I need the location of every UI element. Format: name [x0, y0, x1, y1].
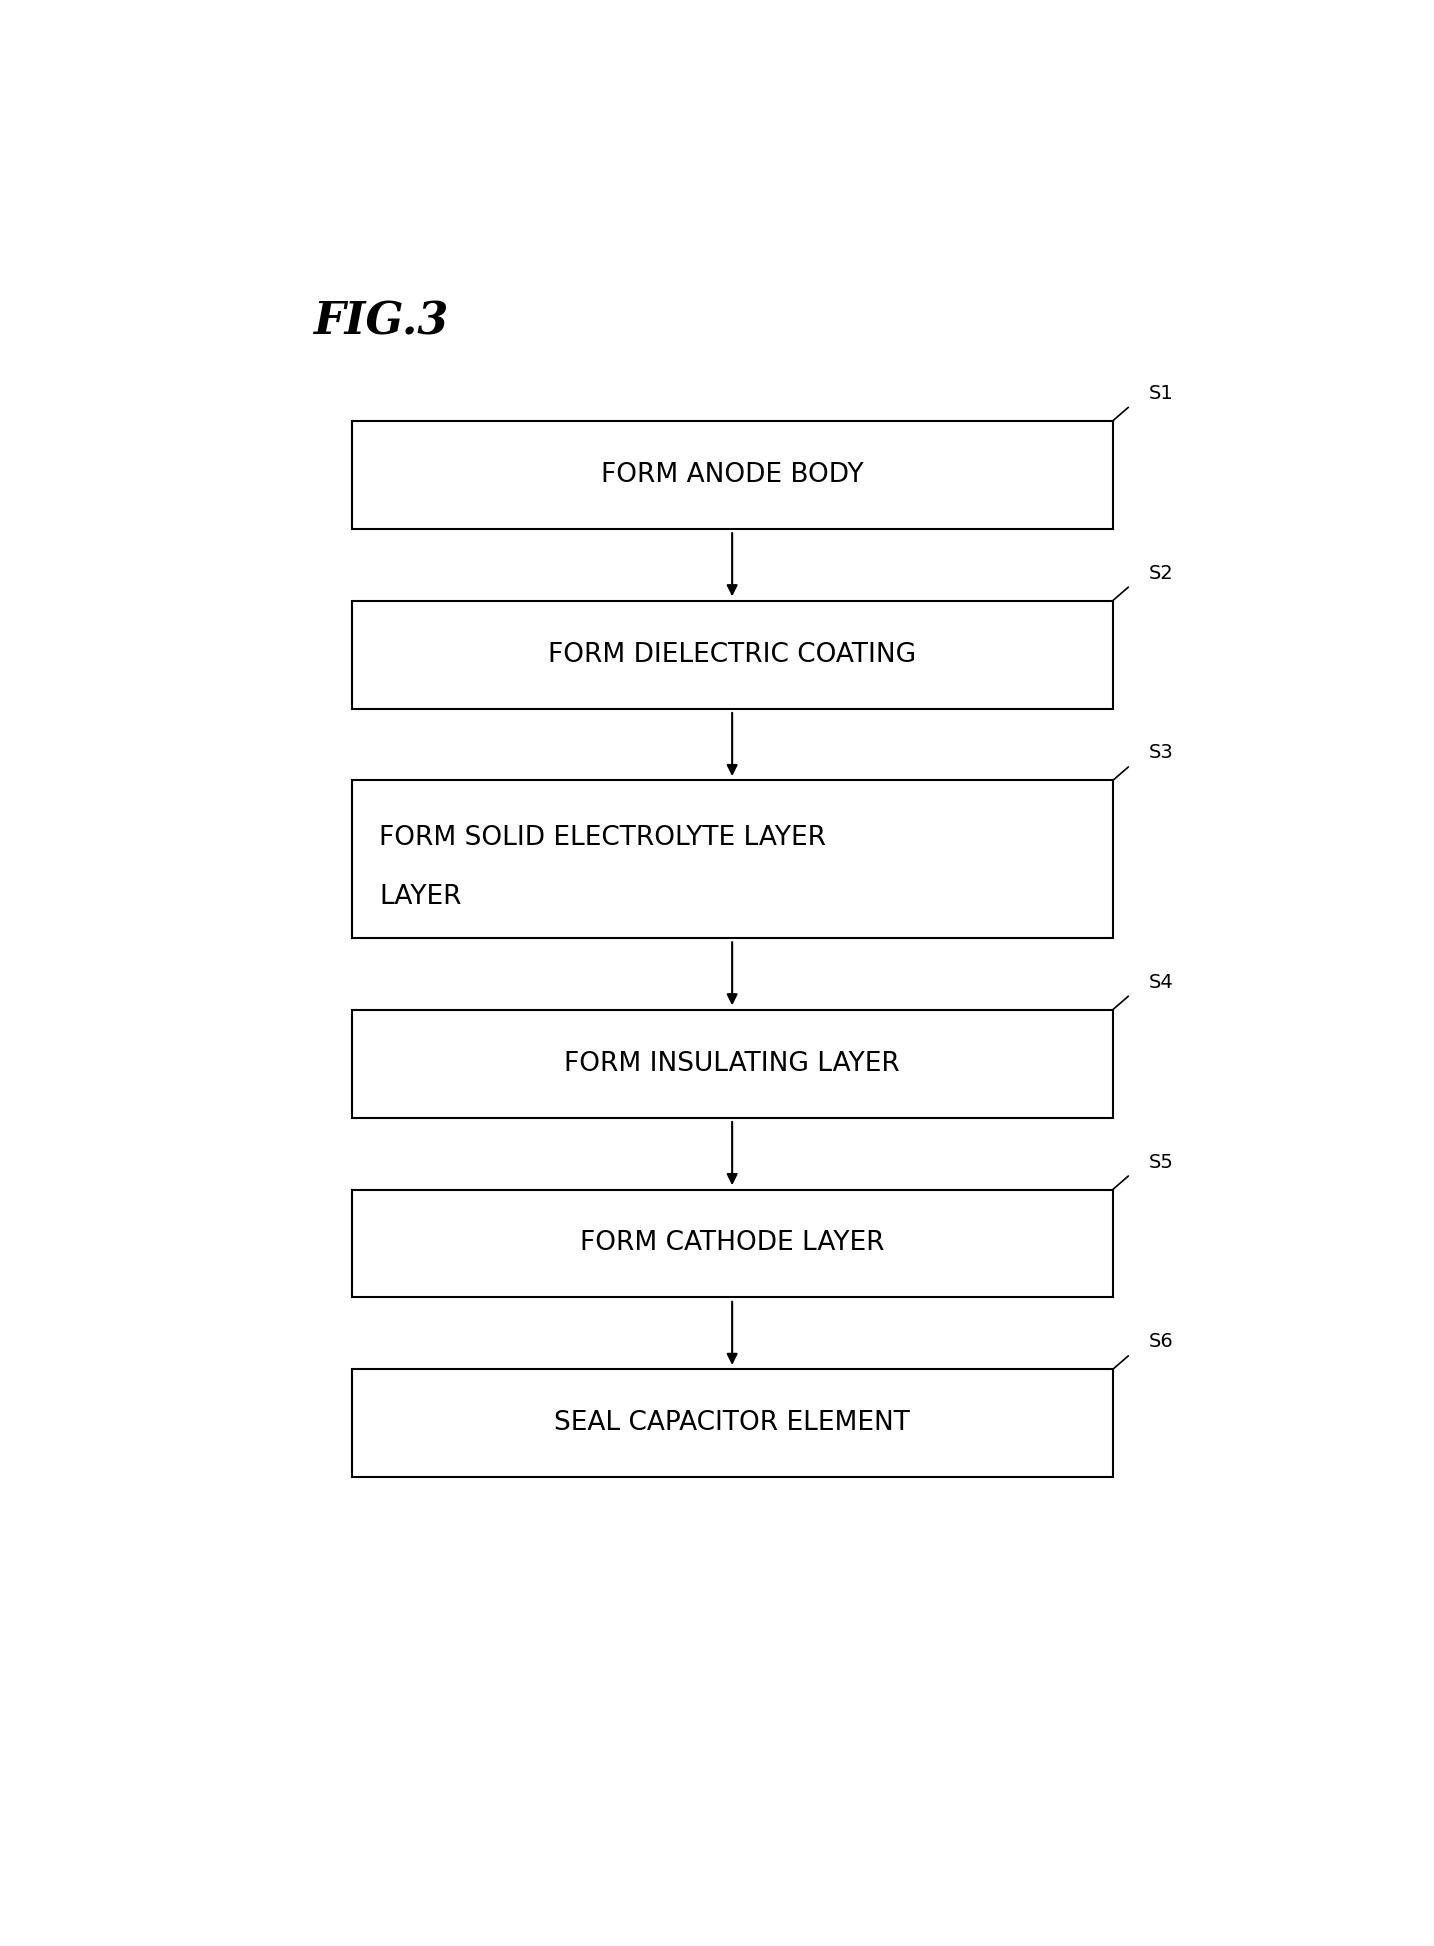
Bar [351, 420, 1113, 529]
Text: FORM CATHODE LAYER: FORM CATHODE LAYER [579, 1230, 885, 1257]
Text: FORM ANODE BODY: FORM ANODE BODY [601, 461, 863, 488]
Text: LAYER: LAYER [379, 883, 462, 911]
Text: FORM INSULATING LAYER: FORM INSULATING LAYER [564, 1051, 901, 1076]
Text: S2: S2 [1149, 564, 1173, 582]
Bar [351, 601, 1113, 708]
Text: S5: S5 [1149, 1152, 1173, 1171]
Text: FIG.3: FIG.3 [313, 302, 447, 344]
Bar [351, 1189, 1113, 1298]
Bar [351, 1370, 1113, 1477]
Text: S4: S4 [1149, 973, 1173, 992]
Bar [351, 780, 1113, 938]
Text: S6: S6 [1149, 1333, 1173, 1351]
Text: S3: S3 [1149, 743, 1173, 763]
Text: FORM DIELECTRIC COATING: FORM DIELECTRIC COATING [548, 642, 916, 667]
Text: S1: S1 [1149, 383, 1173, 403]
Bar [351, 1010, 1113, 1117]
Text: FORM SOLID ELECTROLYTE LAYER: FORM SOLID ELECTROLYTE LAYER [379, 825, 826, 850]
Text: SEAL CAPACITOR ELEMENT: SEAL CAPACITOR ELEMENT [554, 1411, 911, 1436]
